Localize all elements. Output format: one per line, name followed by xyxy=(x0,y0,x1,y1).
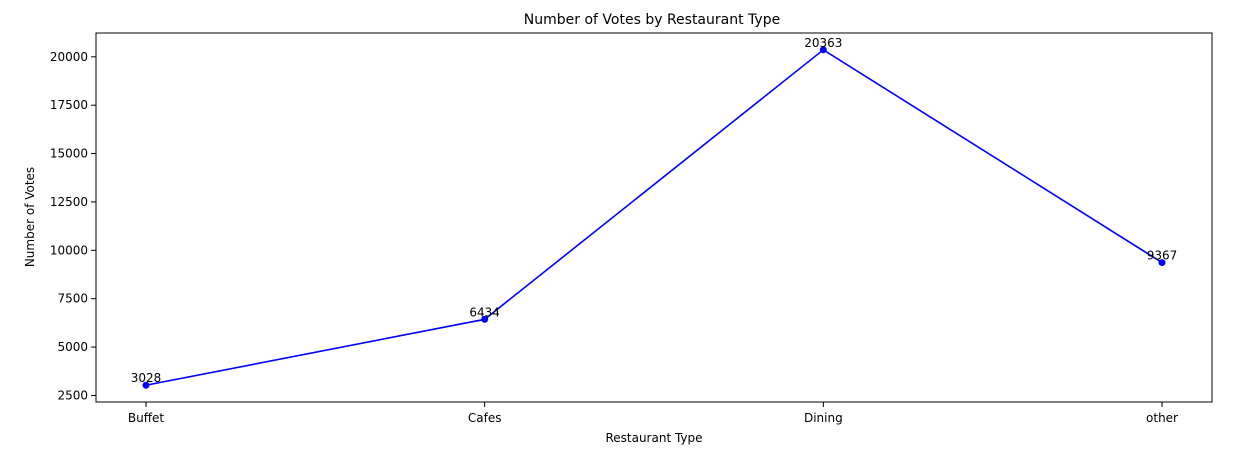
data-point xyxy=(819,46,827,54)
x-axis-ticks: Buffet Cafes Dining other xyxy=(128,402,1178,425)
x-tick-label: Dining xyxy=(804,411,843,425)
data-label: 3028 xyxy=(131,371,162,385)
data-point xyxy=(142,381,150,389)
x-tick-label: Cafes xyxy=(468,411,502,425)
chart-title: Number of Votes by Restaurant Type xyxy=(524,12,780,28)
y-axis-label: Number of Votes xyxy=(23,167,37,267)
plot-frame xyxy=(95,32,1213,403)
data-point xyxy=(481,315,489,323)
y-axis-ticks: 2500 5000 7500 10000 12500 15000 17500 20000 xyxy=(50,50,96,402)
y-tick-label: 20000 xyxy=(50,50,88,64)
x-axis-label: Restaurant Type xyxy=(605,431,702,445)
data-labels: 3028 6434 20363 9367 xyxy=(131,36,1178,385)
data-label: 9367 xyxy=(1147,249,1178,263)
y-tick-label: 12500 xyxy=(50,195,88,209)
y-tick-label: 7500 xyxy=(57,292,88,306)
y-tick-label: 15000 xyxy=(50,147,88,161)
series-line xyxy=(145,48,1163,387)
y-tick-label: 5000 xyxy=(57,340,88,354)
y-tick-label: 2500 xyxy=(57,388,88,402)
x-tick-label: other xyxy=(1146,411,1178,425)
y-tick-label: 17500 xyxy=(50,98,88,112)
series-points xyxy=(142,46,1166,389)
data-point xyxy=(1158,259,1166,267)
data-label: 20363 xyxy=(804,36,842,50)
y-tick-label: 10000 xyxy=(50,243,88,257)
x-tick-label: Buffet xyxy=(128,411,164,425)
data-label: 6434 xyxy=(469,305,500,319)
